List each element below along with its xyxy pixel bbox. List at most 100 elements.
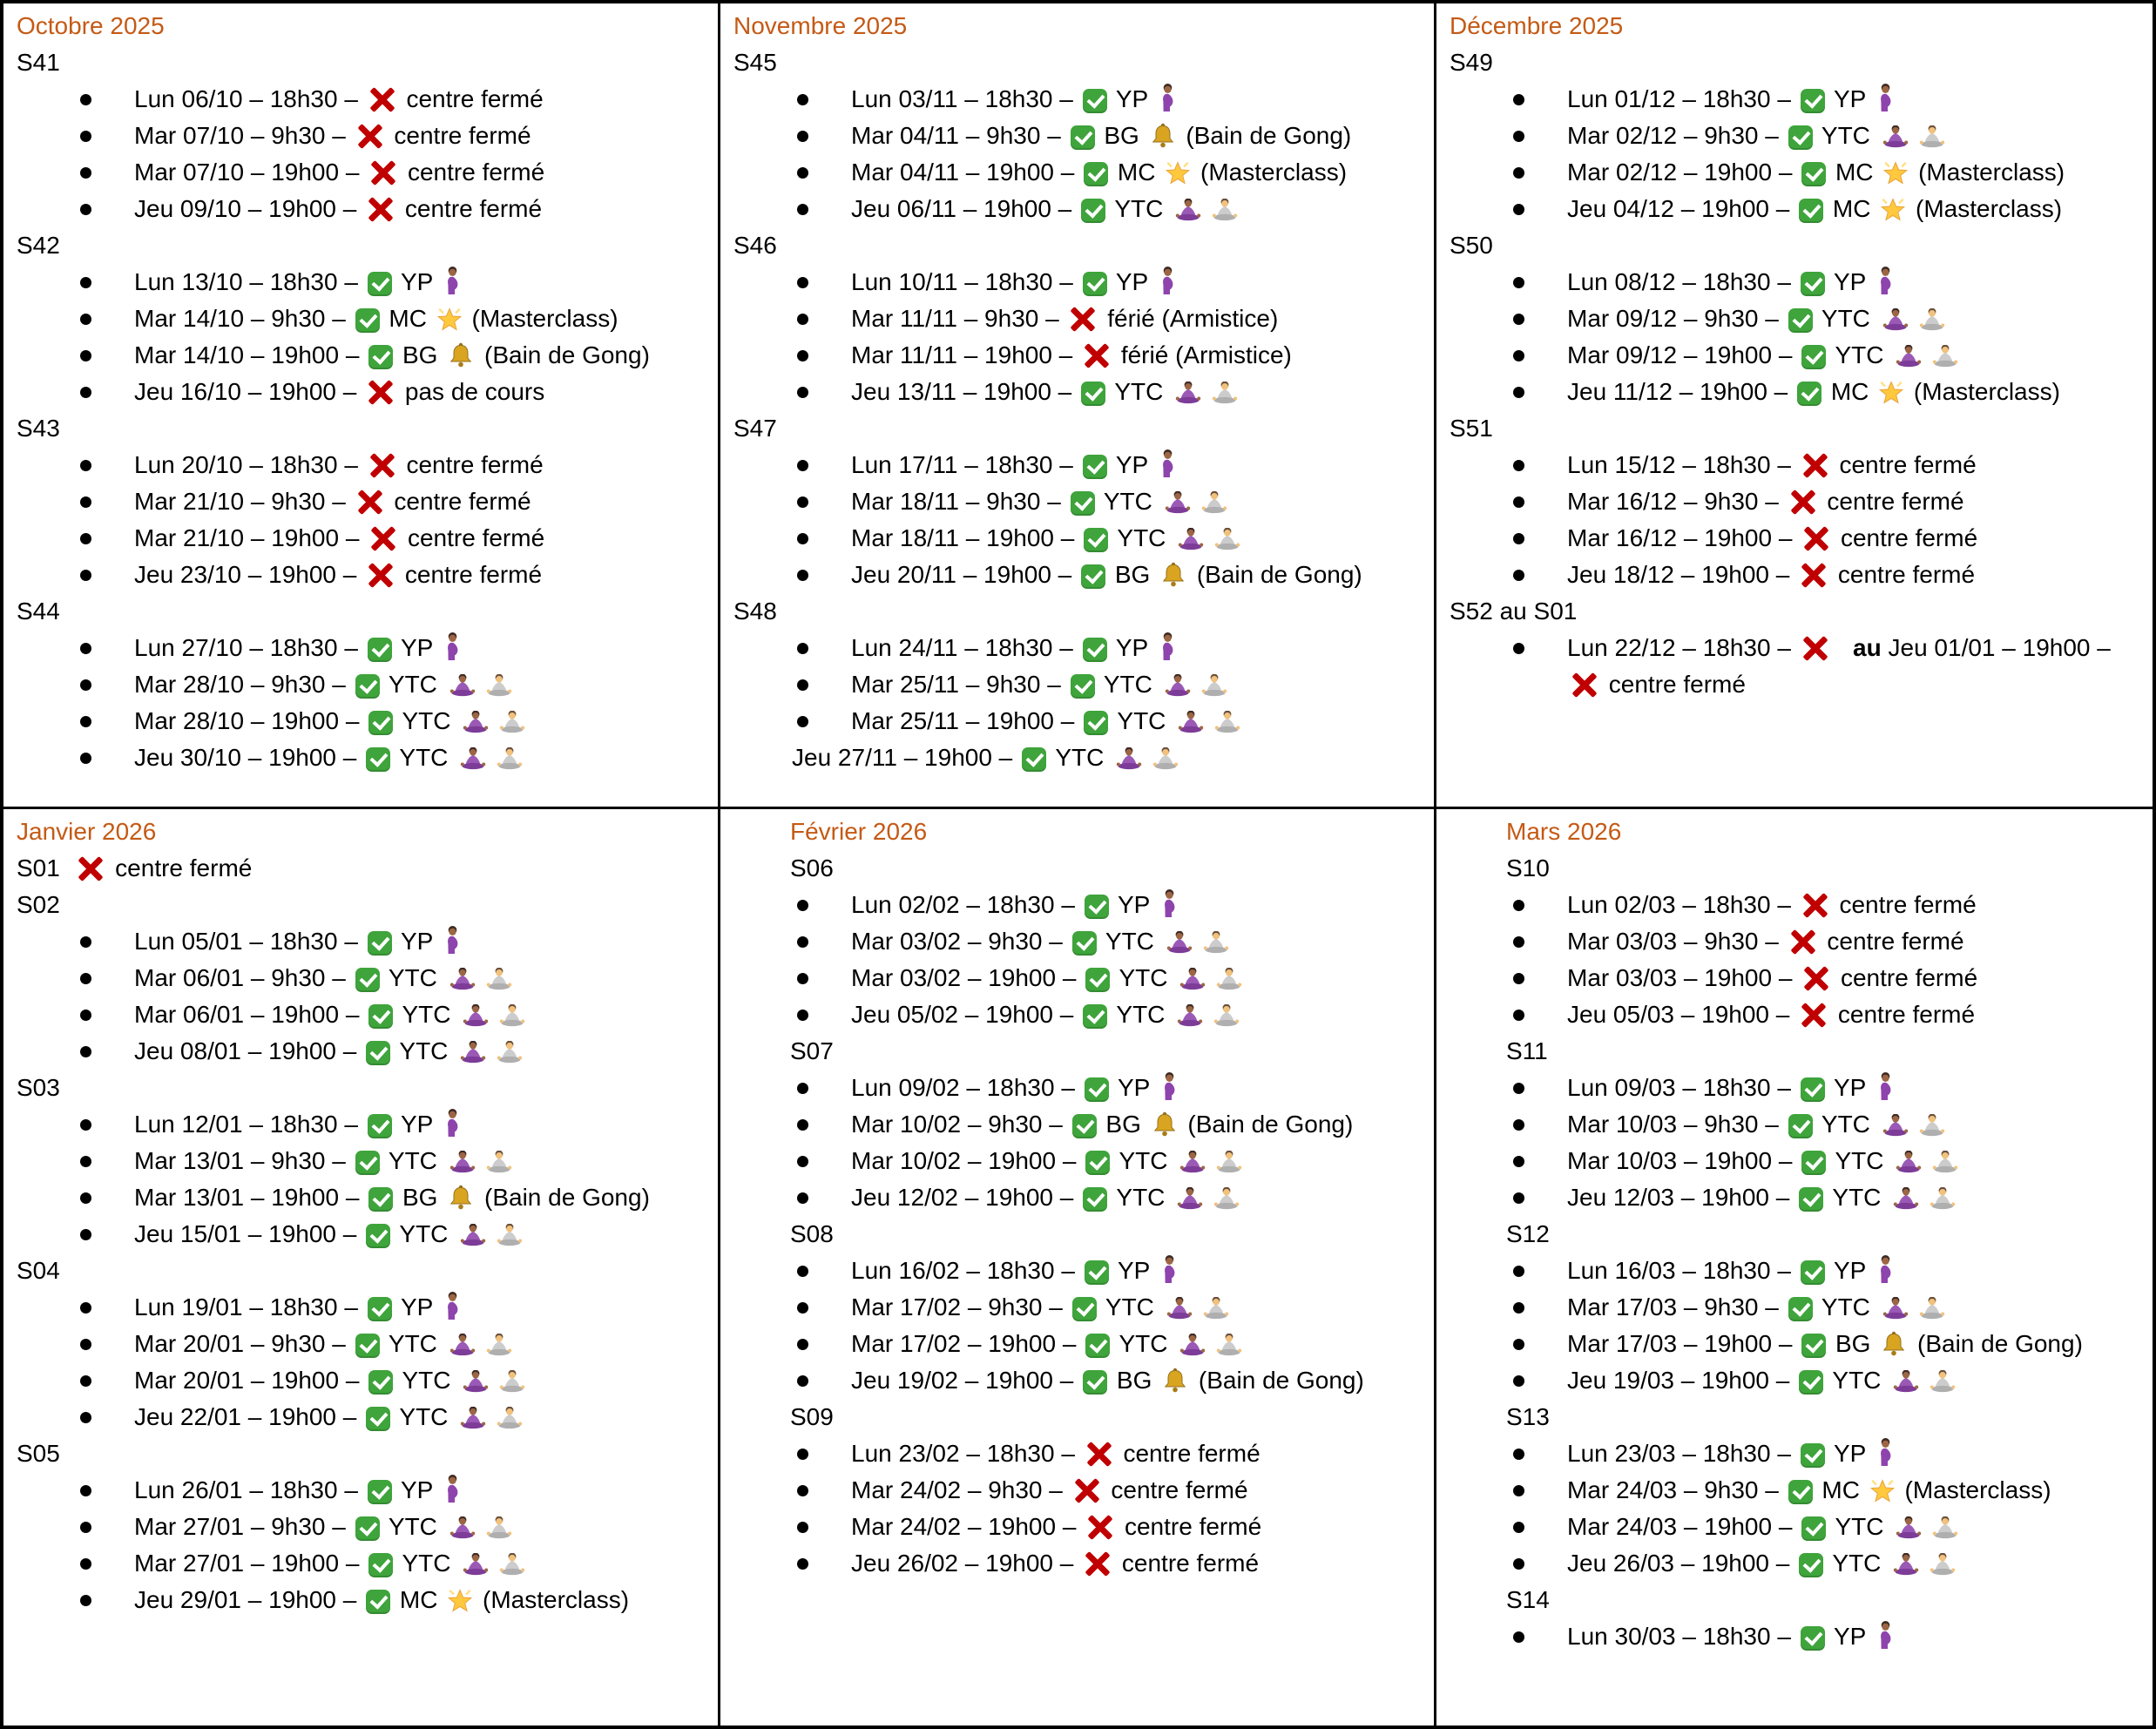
lotus-person-light-icon (497, 1370, 528, 1395)
week-label: S09 (790, 1399, 1434, 1435)
bullet-icon (1513, 1375, 1524, 1387)
schedule-item-text: Lun 15/12 – 18h30 – centre fermé (1567, 451, 1977, 478)
schedule-item-text: Jeu 19/03 – 19h00 – YTC (1567, 1367, 1961, 1395)
check-icon (1799, 1187, 1824, 1212)
lotus-person-light-icon (497, 1553, 528, 1577)
schedule-item-text: Jeu 05/02 – 19h00 – YTC (851, 1001, 1245, 1029)
schedule-item: Mar 06/01 – 9h30 – YTC (3, 960, 718, 996)
week-label-text: S04 (17, 1257, 60, 1284)
bullet-icon (1513, 570, 1524, 581)
schedule-item: Mar 09/12 – 9h30 – YTC (1436, 301, 2153, 337)
bullet-icon (1513, 1339, 1524, 1350)
week-label-text: S10 (1506, 854, 1550, 881)
schedule-item: Lun 23/03 – 18h30 – YP (1436, 1435, 2153, 1472)
schedule-item: Mar 21/10 – 9h30 – centre fermé (3, 483, 718, 520)
glowing-star-icon (1869, 1478, 1896, 1504)
schedule-item-text: Lun 05/01 – 18h30 – YP (134, 926, 464, 956)
bullet-icon (80, 1412, 91, 1423)
bullet-icon (80, 753, 91, 764)
week-label-text: S41 (17, 49, 60, 76)
schedule-item: Jeu 09/10 – 19h00 – centre fermé (3, 191, 718, 227)
check-icon (368, 711, 394, 735)
bullet-icon (80, 1595, 91, 1606)
cross-icon (1801, 965, 1831, 991)
bullet-icon (80, 131, 91, 142)
glowing-star-icon (1880, 197, 1906, 223)
lotus-person-dark-icon (1177, 968, 1208, 992)
bullet-icon (797, 679, 808, 691)
check-icon (366, 747, 391, 772)
schedule-item-text: Lun 02/03 – 18h30 – centre fermé (1567, 891, 1977, 918)
lotus-person-dark-icon (457, 1041, 489, 1065)
schedule-item: Mar 18/11 – 19h00 – YTC (720, 520, 1434, 557)
bullet-icon (1513, 533, 1524, 544)
bullet-icon (80, 1485, 91, 1496)
week-label-text: S50 (1450, 232, 1493, 259)
schedule-item-text: Mar 17/02 – 19h00 – YTC (851, 1330, 1247, 1358)
month-cell: Décembre 2025 S49 Lun 01/12 – 18h30 – YP M… (1436, 3, 2153, 809)
schedule-item: Lun 23/02 – 18h30 – centre fermé (720, 1435, 1434, 1472)
lotus-person-light-icon (1199, 674, 1230, 699)
schedule-item: Lun 12/01 – 18h30 – YP (3, 1106, 718, 1143)
check-icon (1788, 1480, 1813, 1504)
bullet-icon (797, 350, 808, 361)
schedule-item: Mar 24/02 – 19h00 – centre fermé (720, 1509, 1434, 1545)
schedule-item: Lun 16/02 – 18h30 – YP (720, 1253, 1434, 1289)
check-icon (1084, 528, 1109, 552)
schedule-item: Mar 16/12 – 19h00 – centre fermé (1436, 520, 2153, 557)
bullet-icon (1513, 350, 1524, 361)
check-icon (1800, 1626, 1825, 1651)
check-icon (1085, 1151, 1111, 1175)
bullet-icon (80, 1339, 91, 1350)
lotus-person-light-icon (497, 711, 528, 735)
schedule-item-text: Jeu 12/03 – 19h00 – YTC (1567, 1184, 1961, 1212)
month-title: Février 2026 (790, 818, 928, 845)
lotus-person-dark-icon (1175, 711, 1206, 735)
bullet-icon (1513, 1010, 1524, 1021)
check-icon (1084, 162, 1109, 186)
week-label: S49 (1450, 44, 2153, 81)
schedule-item: Jeu 26/03 – 19h00 – YTC (1436, 1545, 2153, 1582)
schedule-item-text: Jeu 09/10 – 19h00 – centre fermé (134, 195, 543, 222)
cross-icon (1085, 1514, 1115, 1540)
week-label: S02 (17, 887, 718, 923)
schedule-item: Mar 13/01 – 19h00 – BG (Bain de Gong) (3, 1179, 718, 1216)
schedule-item: Lun 22/12 – 18h30 – au Jeu 01/01 – 19h00… (1436, 630, 2153, 703)
schedule-item: Mar 20/01 – 9h30 – YTC (3, 1326, 718, 1362)
schedule-item-text: Lun 17/11 – 18h30 – YP (851, 449, 1179, 479)
lotus-person-light-icon (1916, 125, 1948, 150)
schedule-item: Lun 05/01 – 18h30 – YP (3, 923, 718, 960)
bullet-icon (1513, 1558, 1524, 1570)
schedule-item-text: Lun 19/01 – 18h30 – YP (134, 1292, 464, 1321)
bullet-icon (1513, 973, 1524, 984)
check-icon (366, 1590, 391, 1614)
check-icon (366, 1041, 391, 1065)
pregnant-woman-icon (1159, 1255, 1179, 1285)
cross-icon (368, 525, 398, 551)
schedule-item: Mar 04/11 – 19h00 – MC (Masterclass) (720, 154, 1434, 191)
week-label: S13 (1506, 1399, 2153, 1435)
bullet-icon (797, 973, 808, 984)
pregnant-woman-icon (443, 632, 462, 662)
schedule-item-text: Mar 13/01 – 19h00 – BG (Bain de Gong) (134, 1184, 650, 1212)
lotus-person-light-icon (1916, 308, 1948, 333)
schedule-item-text: Jeu 27/11 – 19h00 – YTC (792, 744, 1184, 772)
lotus-person-dark-icon (460, 1370, 491, 1395)
schedule-item: Mar 18/11 – 9h30 – YTC (720, 483, 1434, 520)
schedule-item: Lun 13/10 – 18h30 – YP (3, 264, 718, 301)
pregnant-woman-icon (443, 926, 462, 956)
lotus-person-light-icon (1200, 1297, 1232, 1321)
bullet-icon (80, 1558, 91, 1570)
check-icon (366, 1224, 391, 1248)
lotus-person-light-icon (1927, 1370, 1958, 1395)
check-icon (1085, 1334, 1111, 1358)
schedule-item: Jeu 19/02 – 19h00 – BG (Bain de Gong) (720, 1362, 1434, 1399)
check-icon (1799, 1370, 1824, 1395)
week-label: S42 (17, 227, 718, 264)
lotus-person-dark-icon (1893, 1151, 1924, 1175)
schedule-item-text: Mar 25/11 – 19h00 – YTC (851, 707, 1246, 735)
lotus-person-light-icon (1200, 931, 1232, 956)
check-icon (1800, 1077, 1825, 1102)
schedule-item-text: Mar 11/11 – 19h00 – férié (Armistice) (851, 341, 1292, 368)
bullet-icon (80, 314, 91, 325)
